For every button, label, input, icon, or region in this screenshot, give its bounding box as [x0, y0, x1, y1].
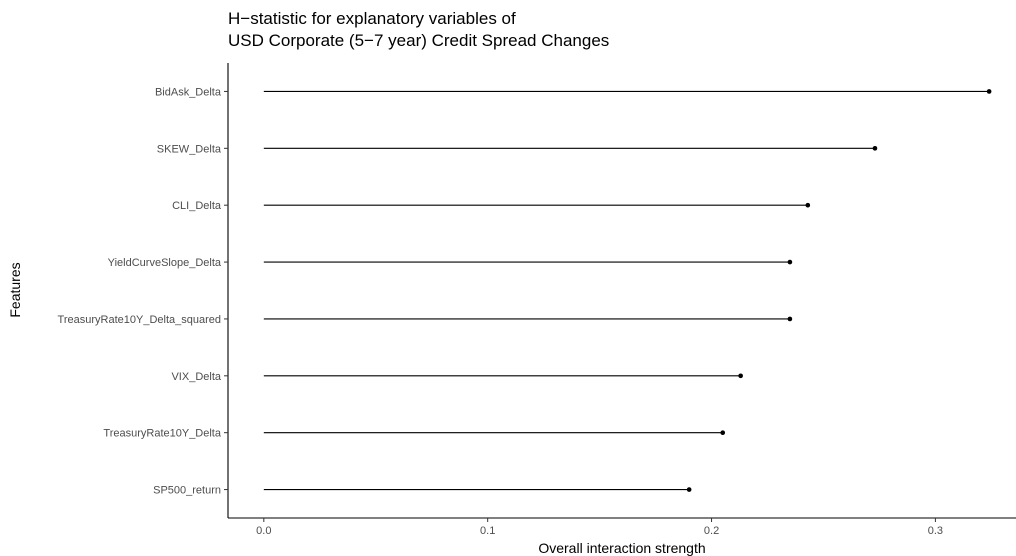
lollipop-point: [787, 259, 793, 265]
lollipop-point: [986, 89, 992, 94]
lollipop-point: [738, 373, 743, 379]
y-tick-label: SP500_return: [153, 485, 221, 497]
y-tick-label: SKEW_Delta: [157, 143, 222, 155]
lollipop-point: [720, 430, 726, 435]
x-tick-label: 0.2: [704, 525, 719, 537]
chart-title-line-2: USD Corporate (5−7 year) Credit Spread C…: [228, 31, 609, 50]
y-tick-label: TreasuryRate10Y_Delta_squared: [58, 314, 221, 326]
y-tick-marks: [224, 90, 228, 491]
lollipop-point: [787, 316, 793, 322]
chart-title-line-1: H−statistic for explanatory variables of: [228, 9, 516, 28]
y-tick-label: BidAsk_Delta: [155, 86, 222, 98]
lollipop-point: [805, 202, 811, 208]
y-tick-labels: BidAsk_Delta SKEW_Delta CLI_Delta YieldCurv…: [58, 86, 222, 496]
y-tick-label: TreasuryRate10Y_Delta: [103, 428, 221, 440]
lollipop-point: [872, 146, 878, 151]
lollipop-series: [263, 89, 992, 492]
lollipop-point: [686, 487, 692, 492]
y-tick-label: YieldCurveSlope_Delta: [108, 257, 222, 269]
y-tick-label: VIX_Delta: [171, 371, 221, 383]
x-tick-marks: [263, 518, 936, 522]
y-axis-title: Features: [7, 262, 23, 317]
x-tick-labels: 0.0 0.1 0.2 0.3: [256, 525, 943, 537]
x-tick-label: 0.1: [480, 525, 495, 537]
x-tick-label: 0.0: [256, 525, 271, 537]
y-tick-label: CLI_Delta: [172, 200, 222, 212]
x-axis-title: Overall interaction strength: [538, 540, 705, 556]
x-tick-label: 0.3: [928, 525, 943, 537]
